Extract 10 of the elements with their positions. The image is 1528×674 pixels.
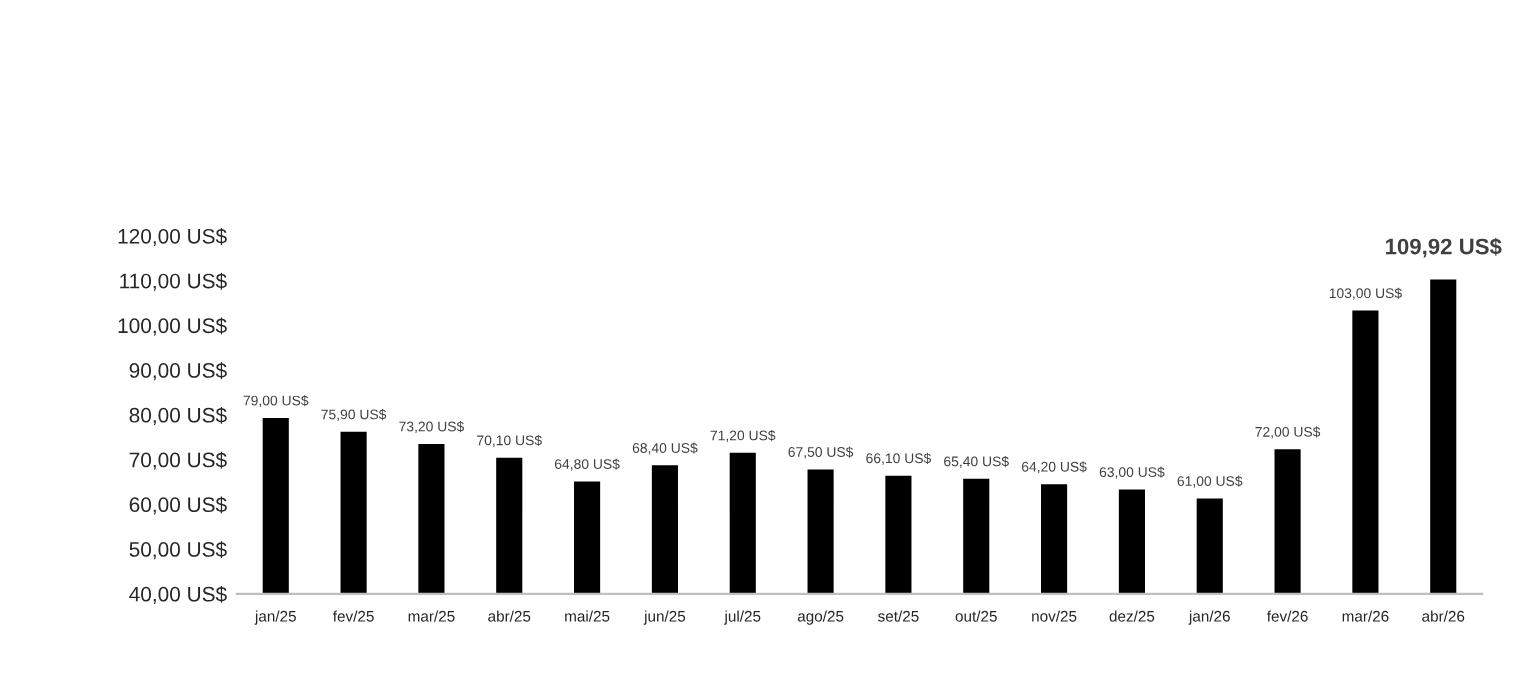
y-tick-label: 40,00 US$ <box>129 585 227 605</box>
y-tick-label: 120,00 US$ <box>118 228 227 247</box>
y-tick-label: 100,00 US$ <box>118 317 227 336</box>
y-tick-label: 90,00 US$ <box>129 362 227 381</box>
data-label: 109,92 US$ <box>1385 237 1502 258</box>
y-tick-label: 50,00 US$ <box>129 541 227 560</box>
y-tick-label: 60,00 US$ <box>129 496 227 515</box>
y-tick-label: 110,00 US$ <box>120 272 227 291</box>
y-tick-label: 80,00 US$ <box>129 406 227 426</box>
y-tick-label: 70,00 US$ <box>129 451 227 470</box>
